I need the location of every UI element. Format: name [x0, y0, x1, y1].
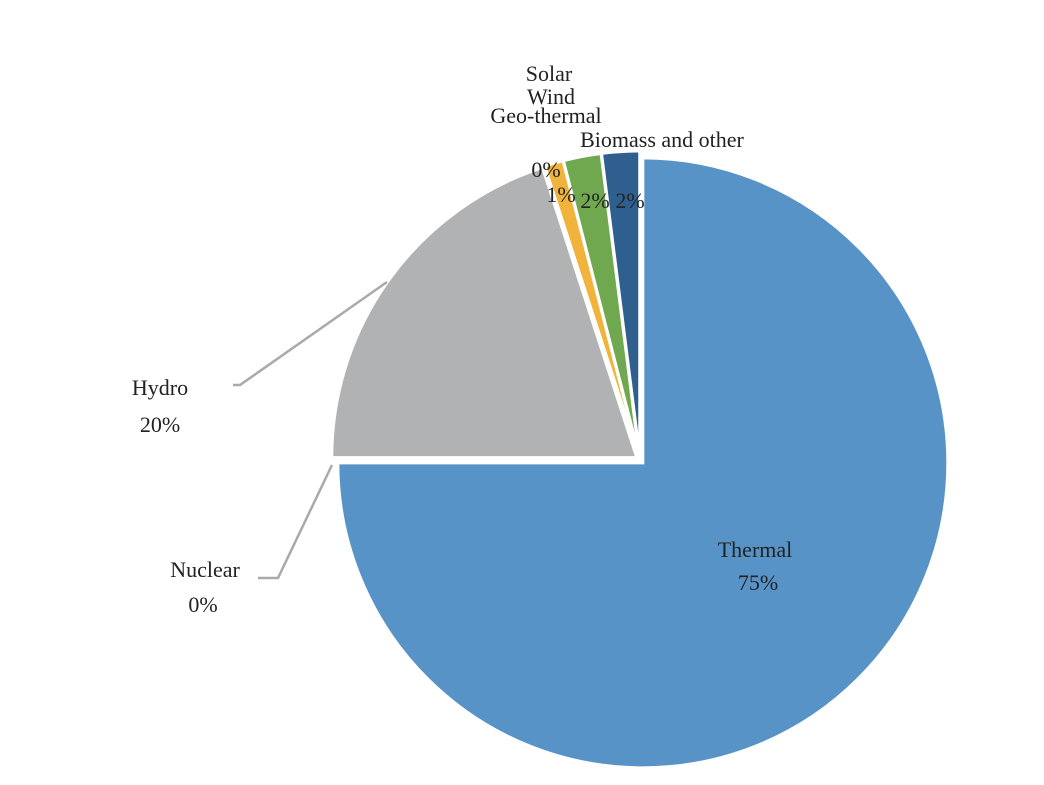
slice-label: Geo-thermal	[490, 103, 601, 128]
pie-slice	[599, 149, 642, 457]
pie-slice	[330, 165, 639, 460]
slice-label: Hydro	[132, 375, 188, 400]
slice-value-label: 2%	[580, 188, 609, 213]
slice-label: Nuclear	[170, 557, 240, 582]
slice-value-label: 75%	[738, 570, 778, 595]
slice-label: Thermal	[718, 537, 793, 562]
slice-label: Solar	[526, 61, 573, 86]
slice-value-label: 0%	[531, 157, 560, 182]
leader-line	[233, 280, 388, 387]
slice-value-label: 20%	[140, 412, 180, 437]
slice-label: Wind	[527, 84, 575, 109]
slice-label: Biomass and other	[580, 127, 744, 152]
leader-line	[258, 464, 334, 580]
pie-slice	[336, 156, 950, 770]
slice-value-label: 1%	[546, 182, 575, 207]
slice-value-label: 0%	[188, 592, 217, 617]
slice-value-label: 2%	[615, 188, 644, 213]
